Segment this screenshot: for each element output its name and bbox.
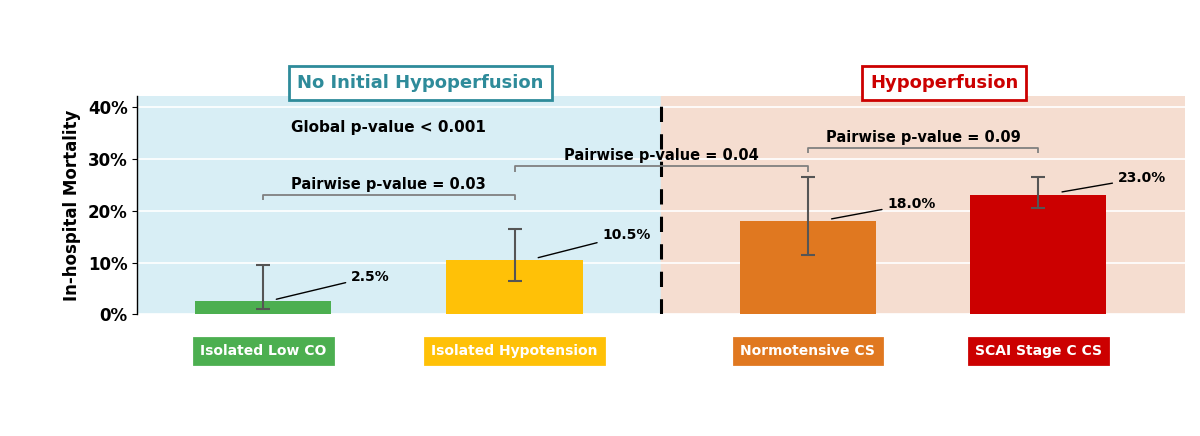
Text: Pairwise p-value = 0.03: Pairwise p-value = 0.03 — [292, 177, 486, 192]
Bar — [739, 221, 876, 314]
Text: 2.5%: 2.5% — [276, 270, 390, 299]
Text: No Initial Hypoperfusion: No Initial Hypoperfusion — [298, 74, 544, 92]
Bar — [661, 96, 1186, 314]
Bar — [138, 96, 661, 314]
Text: 18.0%: 18.0% — [832, 197, 936, 219]
Text: Global p-value < 0.001: Global p-value < 0.001 — [292, 120, 486, 135]
Text: Pairwise p-value = 0.04: Pairwise p-value = 0.04 — [564, 148, 758, 164]
Bar — [196, 301, 331, 314]
Text: Pairwise p-value = 0.09: Pairwise p-value = 0.09 — [826, 130, 1020, 145]
Text: SCAI Stage C CS: SCAI Stage C CS — [974, 344, 1102, 358]
Text: 23.0%: 23.0% — [1062, 171, 1166, 192]
Text: Isolated Hypotension: Isolated Hypotension — [431, 344, 598, 358]
Y-axis label: In-hospital Mortality: In-hospital Mortality — [62, 110, 80, 301]
Text: Normotensive CS: Normotensive CS — [740, 344, 875, 358]
Text: Isolated Low CO: Isolated Low CO — [200, 344, 326, 358]
Bar — [446, 260, 583, 314]
Text: 10.5%: 10.5% — [538, 228, 650, 258]
Bar — [971, 195, 1106, 314]
Text: Hypoperfusion: Hypoperfusion — [870, 74, 1018, 92]
